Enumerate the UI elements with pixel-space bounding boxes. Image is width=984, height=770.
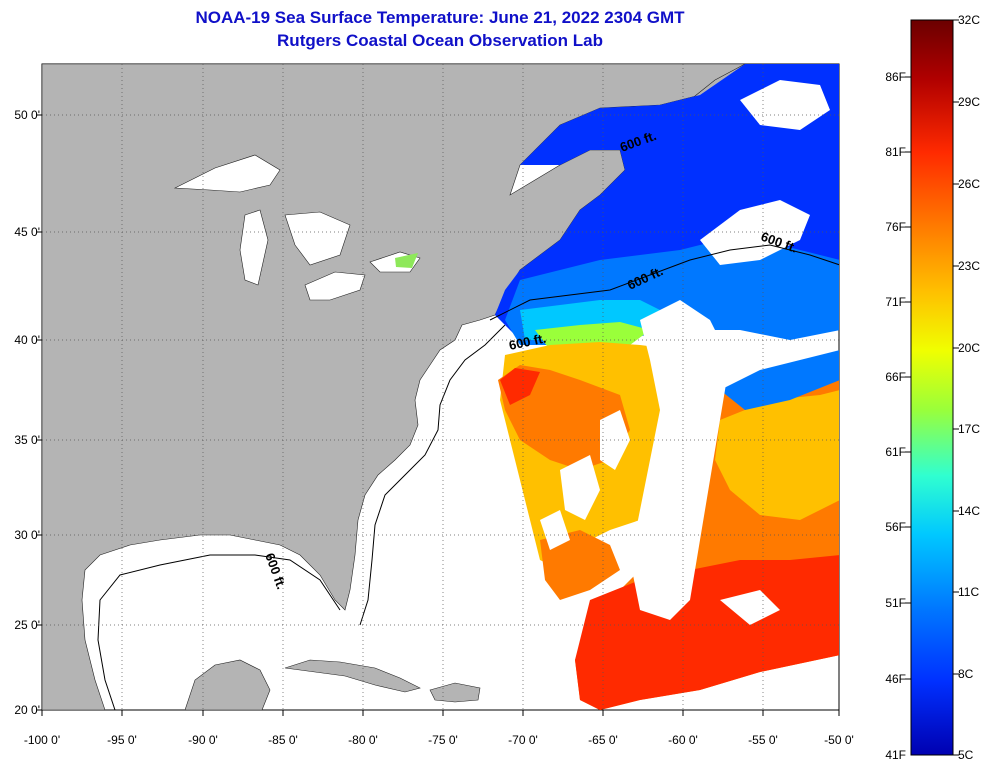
colorbar-label-c: 23C — [958, 259, 981, 273]
lon-label: -70 0' — [508, 733, 538, 747]
land-yucatan — [184, 659, 271, 710]
contour-600ft-coast — [359, 324, 506, 626]
lat-label: 40 0' — [14, 333, 40, 347]
lon-label: -50 0' — [824, 733, 854, 747]
colorbar-label-c: 11C — [958, 585, 980, 599]
lat-label: 45 0' — [14, 225, 40, 239]
contour-600ft-north — [489, 244, 839, 321]
colorbar-label-c: 17C — [958, 422, 981, 436]
contour-600ft-gulf — [97, 554, 341, 710]
colorbar-label-f: 76F — [885, 220, 906, 234]
colorbar-label-f: 51F — [885, 596, 906, 610]
colorbar-label-f: 46F — [885, 672, 906, 686]
colorbar-label-f: 41F — [885, 748, 906, 762]
colorbar-ticks — [905, 19, 959, 756]
lat-label: 25 0' — [14, 618, 40, 632]
colorbar-label-f: 71F — [885, 295, 906, 309]
colorbar-label-f: 66F — [885, 370, 906, 384]
colorbar-label-c: 29C — [958, 95, 981, 109]
colorbar-label-c: 8C — [958, 667, 974, 681]
colorbar-label-f: 61F — [885, 445, 906, 459]
lat-label: 20 0' — [14, 703, 40, 717]
land-cuba — [284, 659, 421, 693]
colorbar-label-c: 32C — [958, 13, 981, 27]
colorbar-label-c: 26C — [958, 177, 981, 191]
lon-label: -100 0' — [23, 733, 61, 747]
map-subtitle: Rutgers Coastal Ocean Observation Lab — [277, 31, 603, 50]
map-title: NOAA-19 Sea Surface Temperature: June 21… — [195, 8, 685, 27]
colorbar-label-c: 14C — [958, 504, 981, 518]
lon-label: -90 0' — [188, 733, 218, 747]
lon-label: -60 0' — [668, 733, 698, 747]
lon-label: -80 0' — [348, 733, 378, 747]
axis-ticks — [36, 114, 840, 716]
lat-label: 30 0' — [14, 528, 40, 542]
graticule — [42, 64, 839, 710]
lon-label: -95 0' — [107, 733, 137, 747]
colorbar-label-c: 5C — [958, 748, 974, 762]
land-north-america — [42, 64, 746, 710]
lake-ontario-sst — [395, 253, 418, 268]
colorbar-label-c: 20C — [958, 341, 981, 355]
great-lakes — [173, 154, 421, 301]
lon-label: -55 0' — [748, 733, 778, 747]
colorbar-label-f: 81F — [885, 145, 906, 159]
colorbar-label-f: 86F — [885, 70, 906, 84]
lat-label: 35 0' — [14, 433, 40, 447]
lon-label: -65 0' — [588, 733, 618, 747]
colorbar-label-f: 56F — [885, 520, 906, 534]
cloud-mask — [540, 80, 830, 625]
colorbar — [910, 19, 954, 756]
lat-label: 50 0' — [14, 108, 40, 122]
lon-label: -85 0' — [268, 733, 298, 747]
lon-label: -75 0' — [428, 733, 458, 747]
land-hispaniola — [429, 682, 481, 703]
